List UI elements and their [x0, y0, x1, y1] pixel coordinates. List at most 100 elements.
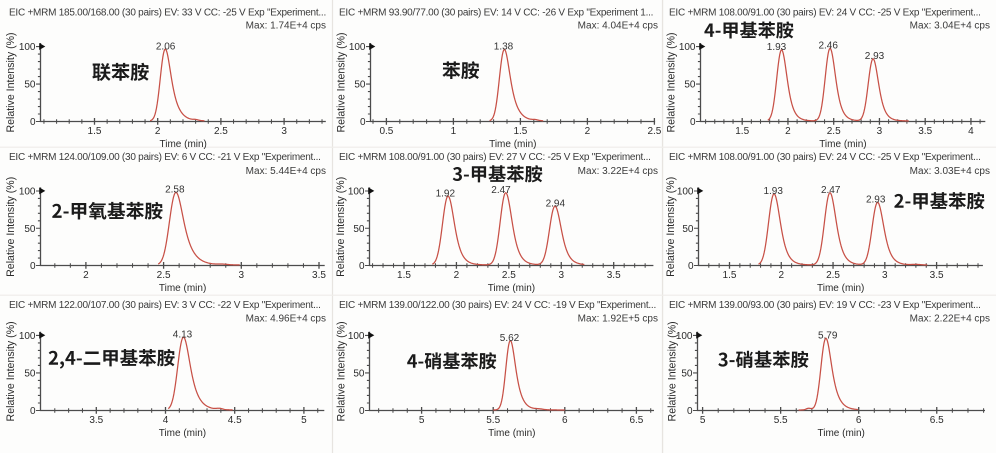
svg-text:3.5: 3.5	[89, 415, 103, 426]
svg-text:50: 50	[353, 224, 365, 235]
svg-text:100: 100	[19, 187, 36, 198]
svg-text:Time (min): Time (min)	[159, 283, 206, 294]
svg-text:5: 5	[419, 415, 425, 426]
svg-text:Max: 1.92E+5 cps: Max: 1.92E+5 cps	[578, 313, 658, 324]
svg-text:Time (min): Time (min)	[488, 283, 535, 294]
svg-text:50: 50	[681, 368, 693, 379]
svg-text:Max: 1.74E+4 cps: Max: 1.74E+4 cps	[246, 20, 326, 31]
svg-text:1.93: 1.93	[763, 186, 783, 197]
svg-text:Time (min): Time (min)	[817, 283, 864, 294]
svg-text:100: 100	[349, 42, 366, 53]
svg-text:0: 0	[360, 117, 366, 128]
svg-text:2.93: 2.93	[866, 195, 886, 206]
svg-text:Time (min): Time (min)	[159, 428, 206, 439]
svg-text:Time (min): Time (min)	[819, 139, 866, 150]
svg-text:Relative Intensity (%): Relative Intensity (%)	[5, 321, 17, 421]
svg-text:6.5: 6.5	[930, 415, 944, 426]
svg-text:3.5: 3.5	[918, 126, 932, 137]
svg-text:2.5: 2.5	[157, 270, 171, 281]
svg-text:1.5: 1.5	[735, 126, 749, 137]
svg-text:50: 50	[682, 224, 694, 235]
svg-text:EIC +MRM 124.00/109.00 (30 pai: EIC +MRM 124.00/109.00 (30 pairs) EV: 6 …	[9, 152, 321, 163]
svg-text:2.94: 2.94	[546, 198, 566, 209]
svg-text:6: 6	[562, 415, 568, 426]
svg-text:50: 50	[24, 368, 36, 379]
svg-text:100: 100	[348, 331, 365, 342]
svg-text:3.5: 3.5	[312, 270, 326, 281]
svg-text:3: 3	[882, 270, 888, 281]
svg-text:0: 0	[687, 406, 693, 417]
svg-text:2.46: 2.46	[818, 41, 838, 52]
svg-text:2: 2	[83, 270, 89, 281]
svg-text:Time (min): Time (min)	[489, 139, 536, 150]
svg-text:5: 5	[301, 415, 307, 426]
svg-text:0: 0	[688, 261, 694, 272]
svg-text:EIC +MRM 139.00/93.00 (30 pair: EIC +MRM 139.00/93.00 (30 pairs) EV: 19 …	[669, 300, 981, 311]
svg-text:1.93: 1.93	[767, 42, 787, 53]
svg-text:50: 50	[684, 80, 696, 91]
svg-text:2.47: 2.47	[821, 185, 841, 196]
svg-text:4.5: 4.5	[228, 415, 242, 426]
svg-text:1.5: 1.5	[88, 126, 102, 137]
svg-text:2.58: 2.58	[165, 185, 185, 196]
svg-text:0: 0	[30, 406, 36, 417]
svg-text:5.5: 5.5	[774, 415, 788, 426]
svg-text:5.79: 5.79	[818, 331, 838, 342]
svg-text:Relative Intensity (%): Relative Intensity (%)	[667, 321, 679, 421]
svg-text:2.93: 2.93	[865, 51, 885, 62]
svg-text:100: 100	[348, 187, 365, 198]
svg-text:EIC +MRM 108.00/91.00 (30 pair: EIC +MRM 108.00/91.00 (30 pairs) EV: 24 …	[669, 152, 981, 163]
svg-text:EIC +MRM 122.00/107.00 (30 pai: EIC +MRM 122.00/107.00 (30 pairs) EV: 3 …	[9, 300, 321, 311]
svg-text:Max: 3.04E+4 cps: Max: 3.04E+4 cps	[910, 20, 990, 31]
svg-text:Max: 2.22E+4 cps: Max: 2.22E+4 cps	[910, 313, 990, 324]
svg-text:50: 50	[24, 80, 36, 91]
svg-text:0: 0	[359, 261, 365, 272]
svg-text:2: 2	[778, 270, 784, 281]
svg-text:0: 0	[359, 406, 365, 417]
svg-text:EIC +MRM 139.00/122.00 (30 pai: EIC +MRM 139.00/122.00 (30 pairs) EV: 24…	[339, 300, 656, 311]
svg-text:5.62: 5.62	[500, 333, 520, 344]
svg-text:4.13: 4.13	[173, 329, 193, 340]
svg-text:2.5: 2.5	[647, 126, 661, 137]
svg-text:1.5: 1.5	[397, 270, 411, 281]
svg-text:Relative Intensity (%): Relative Intensity (%)	[5, 32, 17, 132]
svg-text:100: 100	[677, 187, 694, 198]
svg-text:2.47: 2.47	[491, 185, 511, 196]
svg-text:Time (min): Time (min)	[488, 428, 535, 439]
svg-text:1.92: 1.92	[436, 188, 456, 199]
svg-text:1.5: 1.5	[513, 126, 527, 137]
svg-text:5.5: 5.5	[486, 415, 500, 426]
svg-text:2: 2	[785, 126, 791, 137]
svg-text:4: 4	[968, 126, 974, 137]
svg-text:Relative Intensity (%): Relative Intensity (%)	[335, 177, 347, 277]
svg-text:100: 100	[679, 42, 696, 53]
svg-text:1.38: 1.38	[494, 42, 514, 53]
svg-text:2.06: 2.06	[156, 41, 176, 52]
svg-text:Time (min): Time (min)	[817, 428, 864, 439]
svg-text:Relative Intensity (%): Relative Intensity (%)	[666, 32, 678, 132]
svg-text:50: 50	[353, 368, 365, 379]
svg-text:2: 2	[585, 126, 591, 137]
svg-text:6: 6	[856, 415, 862, 426]
svg-text:Relative Intensity (%): Relative Intensity (%)	[665, 177, 677, 277]
svg-text:2.5: 2.5	[827, 126, 841, 137]
svg-text:6.5: 6.5	[629, 415, 643, 426]
svg-text:1.5: 1.5	[723, 270, 737, 281]
svg-text:Max: 3.22E+4 cps: Max: 3.22E+4 cps	[578, 166, 658, 177]
svg-text:2: 2	[155, 126, 161, 137]
svg-text:Max: 3.03E+4 cps: Max: 3.03E+4 cps	[910, 166, 990, 177]
svg-text:3: 3	[239, 270, 245, 281]
svg-text:Max: 4.96E+4 cps: Max: 4.96E+4 cps	[246, 313, 326, 324]
svg-text:2.5: 2.5	[214, 126, 228, 137]
svg-text:EIC +MRM 185.00/168.00 (30 pai: EIC +MRM 185.00/168.00 (30 pairs) EV: 33…	[9, 7, 326, 18]
svg-text:Max: 4.04E+4 cps: Max: 4.04E+4 cps	[578, 20, 658, 31]
svg-text:2.5: 2.5	[502, 270, 516, 281]
svg-text:0: 0	[690, 117, 696, 128]
svg-text:0: 0	[30, 117, 36, 128]
svg-text:3: 3	[281, 126, 287, 137]
svg-text:EIC +MRM 108.00/91.00 (30 pair: EIC +MRM 108.00/91.00 (30 pairs) EV: 24 …	[669, 7, 981, 18]
svg-text:100: 100	[19, 42, 36, 53]
svg-text:2.5: 2.5	[826, 270, 840, 281]
svg-text:100: 100	[676, 331, 693, 342]
svg-text:0: 0	[30, 261, 36, 272]
